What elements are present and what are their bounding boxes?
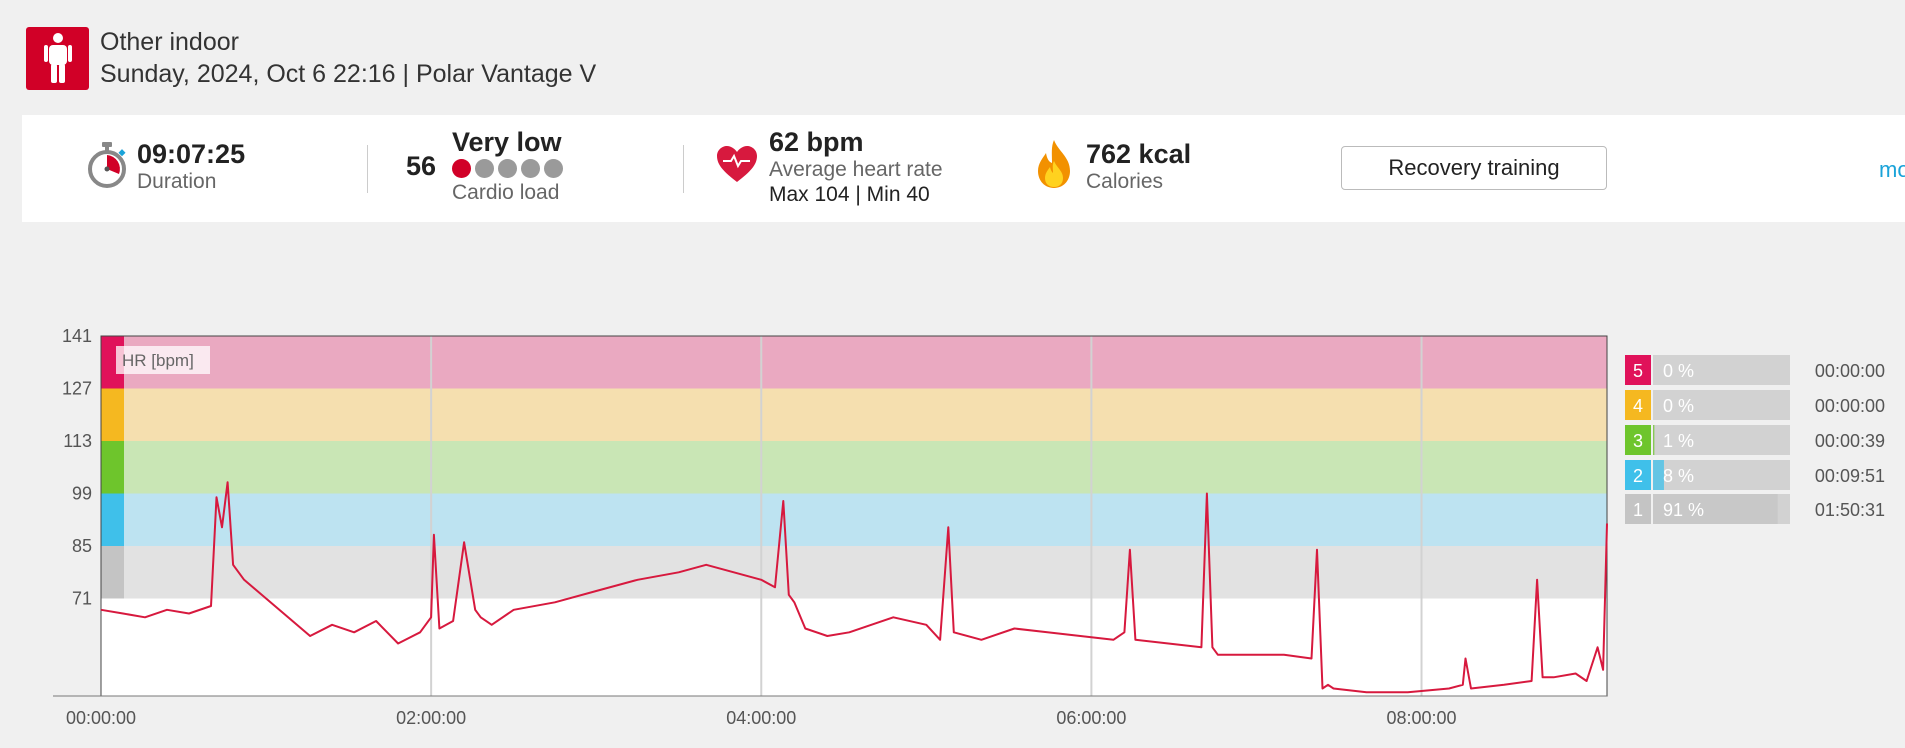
zone-3-band bbox=[101, 441, 1607, 494]
zone-5-badge bbox=[1625, 355, 1651, 385]
zone-percent-fill bbox=[1653, 494, 1778, 524]
cardio-load-dot bbox=[498, 159, 517, 178]
heart-rate-chart: 141 127 113 99 85 71 00:00:00 02:00:00 04:00:00 0… bbox=[0, 320, 1905, 743]
hr-axis-label: HR [bpm] bbox=[122, 351, 194, 370]
zone-time: 00:00:00 bbox=[1815, 361, 1885, 381]
zone-percent: 0 % bbox=[1663, 396, 1694, 416]
zone-number: 4 bbox=[1633, 396, 1643, 416]
session-subtitle: Sunday, 2024, Oct 6 22:16 | Polar Vantag… bbox=[100, 60, 597, 88]
divider bbox=[683, 145, 684, 193]
zone-1-strip bbox=[101, 546, 124, 599]
zone-percent-track bbox=[1653, 390, 1790, 420]
y-tick-label: 71 bbox=[72, 589, 92, 609]
zone-percent: 1 % bbox=[1663, 431, 1694, 451]
zone-1-badge bbox=[1625, 494, 1651, 524]
zone-time: 00:09:51 bbox=[1815, 466, 1885, 486]
duration-value: 09:07:25 bbox=[137, 139, 246, 169]
duration-label: Duration bbox=[137, 170, 217, 193]
cardio-load-dot bbox=[544, 159, 563, 178]
zone-percent: 91 % bbox=[1663, 500, 1704, 520]
zone-percent-fill bbox=[1653, 460, 1664, 490]
x-tick-label: 00:00:00 bbox=[66, 708, 136, 728]
zone-number: 1 bbox=[1633, 500, 1643, 520]
x-tick-label: 06:00:00 bbox=[1056, 708, 1126, 728]
zone-5-band bbox=[101, 336, 1607, 389]
zone-3-strip bbox=[101, 441, 124, 494]
flame-icon bbox=[1038, 140, 1070, 188]
x-tick-label: 04:00:00 bbox=[726, 708, 796, 728]
zone-percent-track bbox=[1653, 460, 1790, 490]
more-link[interactable]: mo bbox=[1879, 157, 1905, 182]
zone-number: 3 bbox=[1633, 431, 1643, 451]
cardio-load-label: Cardio load bbox=[452, 181, 560, 204]
heart-icon bbox=[717, 146, 757, 182]
zone-3-badge bbox=[1625, 425, 1651, 455]
zone-percent-track bbox=[1653, 425, 1790, 455]
zone-1-band bbox=[101, 546, 1607, 599]
zone-2-badge bbox=[1625, 460, 1651, 490]
person-standing-icon bbox=[26, 26, 89, 90]
hr-max-min: Max 104 | Min 40 bbox=[769, 183, 930, 206]
y-tick-label: 141 bbox=[62, 326, 92, 346]
zone-time: 01:50:31 bbox=[1815, 500, 1885, 520]
zone-4-band bbox=[101, 388, 1607, 441]
cardio-load-value: 56 bbox=[406, 151, 437, 181]
zone-percent-fill bbox=[1653, 425, 1655, 455]
y-tick-label: 113 bbox=[63, 431, 92, 451]
zone-2-strip bbox=[101, 493, 124, 546]
cardio-load-dot bbox=[475, 159, 494, 178]
cardio-load-dot bbox=[452, 159, 471, 178]
zone-4-strip bbox=[101, 388, 124, 441]
sport-name: Other indoor bbox=[100, 28, 239, 56]
x-tick-label: 08:00:00 bbox=[1386, 708, 1456, 728]
divider bbox=[367, 145, 368, 193]
cardio-load-dot bbox=[521, 159, 540, 178]
zone-number: 2 bbox=[1633, 466, 1643, 486]
zone-percent: 0 % bbox=[1663, 361, 1694, 381]
zone-time: 00:00:39 bbox=[1815, 431, 1885, 451]
zone-4-badge bbox=[1625, 390, 1651, 420]
hr-label-box bbox=[116, 346, 210, 374]
training-benefit-button[interactable]: Recovery training bbox=[1341, 146, 1607, 190]
stopwatch-icon bbox=[88, 142, 126, 188]
zone-percent: 8 % bbox=[1663, 466, 1694, 486]
heart-rate-line bbox=[100, 481, 1608, 694]
session-header: Other indoor Sunday, 2024, Oct 6 22:16 |… bbox=[26, 26, 596, 90]
x-tick-label: 02:00:00 bbox=[396, 708, 466, 728]
average-hr-label: Average heart rate bbox=[769, 158, 943, 181]
zone-number: 5 bbox=[1633, 361, 1643, 381]
y-tick-label: 85 bbox=[72, 536, 92, 556]
y-tick-label: 99 bbox=[72, 484, 92, 504]
heart-rate-chart-svg: 141 127 113 99 85 71 00:00:00 02:00:00 04:00:00 0… bbox=[53, 326, 1885, 728]
average-hr-value: 62 bpm bbox=[769, 127, 864, 157]
calories-value: 762 kcal bbox=[1086, 139, 1192, 169]
y-tick-label: 127 bbox=[62, 379, 92, 399]
zone-2-band bbox=[101, 493, 1607, 546]
zone-percent-track bbox=[1653, 355, 1790, 385]
calories-label: Calories bbox=[1086, 170, 1164, 193]
zone-time: 00:00:00 bbox=[1815, 396, 1885, 416]
summary-panel: 09:07:25 Duration 56 Very low Cardio loa… bbox=[22, 115, 1905, 222]
cardio-load-level: Very low bbox=[452, 127, 562, 157]
cardio-load-dots bbox=[452, 159, 563, 178]
